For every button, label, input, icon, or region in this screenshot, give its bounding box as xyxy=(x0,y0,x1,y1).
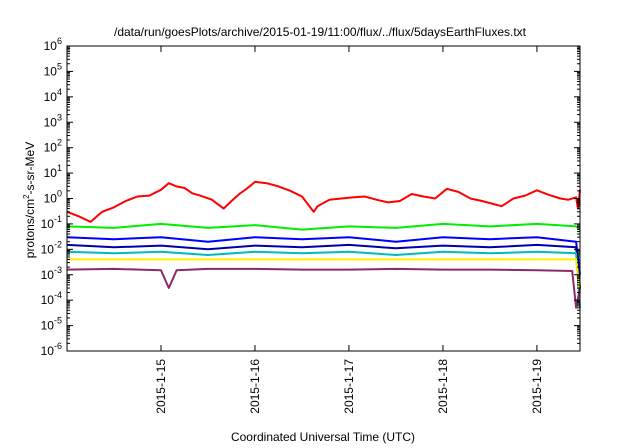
x-tick-label: 2015-1-17 xyxy=(342,359,356,414)
y-tick-label: 10-2 xyxy=(41,239,62,256)
y-tick-label: 103 xyxy=(44,112,62,129)
y-tick-label: 104 xyxy=(44,87,62,104)
y-axis: 10-6 10-5 10-4 10-3 10-2 10-1 100 101 102 103 104 1… xyxy=(41,36,580,358)
series-line-3 xyxy=(66,243,581,289)
y-tick-label: 10-5 xyxy=(41,316,62,333)
series-line-5 xyxy=(67,258,581,293)
y-axis-label-rest: -s-sr-MeV xyxy=(23,142,37,195)
series-line-6 xyxy=(66,267,581,309)
y-axis-label-unit: protons/cm xyxy=(23,199,37,258)
y-tick-label: 101 xyxy=(44,163,62,180)
y-tick-label: 10-1 xyxy=(41,214,62,231)
y-tick-label: 10-3 xyxy=(41,265,62,282)
series-line-2 xyxy=(66,236,581,275)
y-tick-label: 100 xyxy=(44,189,62,206)
x-tick-label: 2015-1-15 xyxy=(154,359,168,414)
x-tick-label: 2015-1-16 xyxy=(248,359,262,414)
series-layer xyxy=(66,180,581,309)
plot-frame xyxy=(66,45,581,352)
series-line-1 xyxy=(66,222,581,231)
series-line-4 xyxy=(66,250,581,308)
y-tick-label: 106 xyxy=(44,36,62,53)
y-tick-label: 10-6 xyxy=(41,341,62,358)
series-line-0 xyxy=(66,180,581,223)
y-tick-label: 105 xyxy=(44,61,62,78)
y-axis-label: protons/cm2-s-sr-MeV xyxy=(22,142,37,258)
x-axis-label: Coordinated Universal Time (UTC) xyxy=(231,430,415,444)
y-axis-label-exponent: 2 xyxy=(22,194,31,199)
x-tick-label: 2015-1-19 xyxy=(530,359,544,414)
x-axis: 2015-1-15 2015-1-16 2015-1-17 2015-1-18 2015… xyxy=(154,46,544,414)
chart-title: /data/run/goesPlots/archive/2015-01-19/1… xyxy=(114,25,527,39)
x-tick-label: 2015-1-18 xyxy=(436,359,450,414)
y-tick-label: 102 xyxy=(44,138,62,155)
y-tick-label: 10-4 xyxy=(41,290,62,307)
